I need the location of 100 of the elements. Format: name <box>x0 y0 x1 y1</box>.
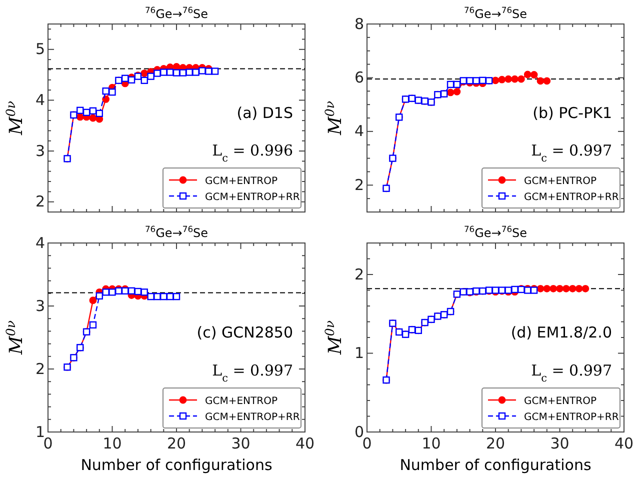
point <box>550 284 558 292</box>
point <box>453 80 461 88</box>
legend-label: GCM+ENTROP <box>524 396 596 407</box>
point <box>492 76 500 84</box>
point <box>166 292 174 300</box>
point <box>89 296 97 304</box>
y-tick-label: 0 <box>354 422 364 441</box>
x-tick-label: 30 <box>550 434 570 452</box>
annotation: (a) D1S <box>236 104 293 122</box>
x-tick-label: 20 <box>166 434 186 452</box>
legend-label: GCM+ENTROP+RR <box>205 412 300 423</box>
point <box>536 284 544 292</box>
y-tick-label: 2 <box>35 360 45 378</box>
x-tick-label: 10 <box>102 434 122 452</box>
annotation: L$_{c}$ = 0.997 <box>531 142 612 165</box>
chart-title: $^{76}$Ge→$^{76}$Se <box>144 224 208 240</box>
point <box>198 67 206 74</box>
point <box>128 287 136 294</box>
point <box>89 107 97 114</box>
point <box>102 96 110 103</box>
legend-label: GCM+ENTROP+RR <box>524 412 619 423</box>
annotation: (b) PC-PK1 <box>532 104 612 122</box>
y-tick-label: 4 <box>35 234 45 252</box>
y-tick-label: 8 <box>354 14 364 33</box>
point <box>108 288 116 296</box>
x-tick-label: 20 <box>486 434 506 452</box>
y-tick-label: 5 <box>35 40 45 58</box>
point <box>211 68 219 75</box>
point <box>96 110 103 118</box>
y-tick-label: 3 <box>35 142 45 160</box>
point <box>102 288 110 296</box>
x-axis-title: Number of configurations <box>80 456 272 474</box>
x-tick-label: 30 <box>231 434 250 452</box>
y-tick-label: 1 <box>354 344 364 362</box>
y-tick-label: 2 <box>354 265 364 284</box>
legend-label: GCM+ENTROP <box>524 176 596 187</box>
point <box>518 75 525 83</box>
point <box>530 71 538 78</box>
point <box>582 284 590 292</box>
y-tick-label: 6 <box>354 68 364 87</box>
point <box>134 288 142 296</box>
chart-title: $^{76}$Ge→$^{76}$Se <box>464 224 528 240</box>
x-tick-label: 40 <box>614 434 634 452</box>
point <box>179 69 187 76</box>
point <box>575 284 583 292</box>
point <box>89 321 97 328</box>
annotation: L$_{c}$ = 0.997 <box>531 361 612 384</box>
point <box>140 76 148 84</box>
chart-title: $^{76}$Ge→$^{76}$Se <box>464 5 528 21</box>
point <box>466 77 474 84</box>
annotation: (d) EM1.8/2.0 <box>510 324 612 342</box>
point <box>82 108 90 116</box>
point <box>543 284 551 292</box>
legend-label: GCM+ENTROP <box>205 396 278 407</box>
point <box>536 77 544 85</box>
point <box>562 284 570 292</box>
point <box>160 68 168 76</box>
point <box>511 75 518 83</box>
x-tick-label: 40 <box>295 434 315 452</box>
point <box>172 292 180 300</box>
y-tick-label: 1 <box>35 422 45 441</box>
point <box>446 88 454 96</box>
point <box>89 114 97 122</box>
point <box>453 88 461 96</box>
annotation: (c) GCN2850 <box>196 324 293 342</box>
point <box>108 88 116 96</box>
y-tick-label: 2 <box>354 176 364 194</box>
chart-title: $^{76}$Ge→$^{76}$Se <box>144 5 208 21</box>
x-tick-label: 10 <box>422 434 441 452</box>
point <box>154 70 161 77</box>
point <box>122 74 129 82</box>
point <box>556 284 564 292</box>
point <box>160 292 168 300</box>
legend-label: GCM+ENTROP+RR <box>524 192 619 203</box>
point <box>504 75 512 83</box>
point <box>524 70 532 78</box>
legend-label: GCM+ENTROP+RR <box>205 192 300 203</box>
y-tick-label: 4 <box>35 91 45 110</box>
point <box>102 87 110 95</box>
annotation: L$_{c}$ = 0.996 <box>212 142 293 165</box>
point <box>96 292 103 300</box>
point <box>446 80 454 88</box>
y-tick-label: 2 <box>35 192 45 211</box>
x-axis-title: Number of configurations <box>400 456 592 474</box>
point <box>172 69 180 76</box>
point <box>140 288 148 296</box>
point <box>147 72 154 80</box>
point <box>543 77 551 85</box>
annotation: L$_{c}$ = 0.997 <box>212 361 293 384</box>
point <box>472 77 480 84</box>
point <box>479 76 486 84</box>
point <box>192 68 200 76</box>
point <box>154 292 161 300</box>
point <box>147 292 154 300</box>
point <box>511 286 518 294</box>
point <box>76 106 84 114</box>
point <box>498 76 506 84</box>
point <box>128 76 136 84</box>
point <box>568 284 576 292</box>
legend-label: GCM+ENTROP <box>205 176 278 187</box>
